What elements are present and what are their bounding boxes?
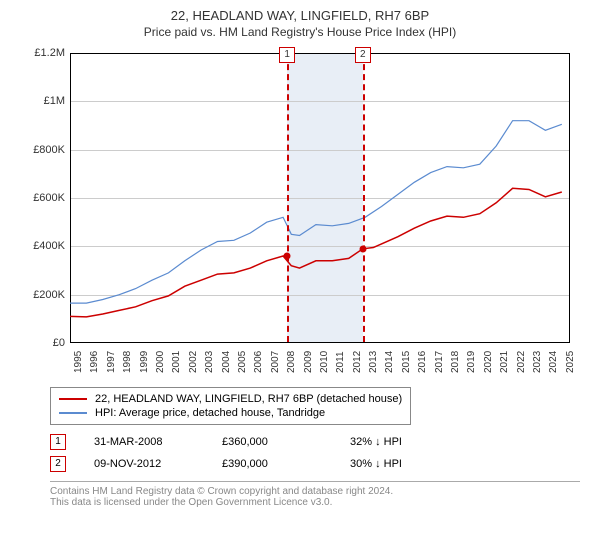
event-marker-icon: 1	[50, 434, 66, 450]
xtick-label: 2020	[483, 351, 494, 373]
marker-line	[363, 54, 365, 342]
ytick-label: £400K	[20, 240, 65, 252]
footer-line: Contains HM Land Registry data © Crown c…	[50, 486, 580, 497]
marker-box-icon: 1	[279, 47, 295, 63]
footer: Contains HM Land Registry data © Crown c…	[50, 481, 580, 508]
marker-dot	[284, 253, 291, 260]
events-table: 1 31-MAR-2008 £360,000 32% ↓ HPI 2 09-NO…	[50, 431, 580, 475]
event-price: £390,000	[222, 458, 322, 470]
xtick-label: 2013	[368, 351, 379, 373]
ytick-label: £200K	[20, 289, 65, 301]
xtick-label: 2004	[221, 351, 232, 373]
xtick-label: 2012	[352, 351, 363, 373]
ytick-label: £800K	[20, 144, 65, 156]
xtick-label: 2001	[171, 351, 182, 373]
xtick-label: 2019	[466, 351, 477, 373]
xtick-label: 2006	[253, 351, 264, 373]
legend-label: HPI: Average price, detached house, Tand…	[95, 407, 325, 419]
xtick-label: 2009	[303, 351, 314, 373]
ytick-label: £1.2M	[20, 47, 65, 59]
marker-line	[287, 54, 289, 342]
xtick-label: 2015	[401, 351, 412, 373]
event-row: 2 09-NOV-2012 £390,000 30% ↓ HPI	[50, 453, 580, 475]
legend-swatch	[59, 412, 87, 414]
xtick-label: 1996	[89, 351, 100, 373]
event-row: 1 31-MAR-2008 £360,000 32% ↓ HPI	[50, 431, 580, 453]
marker-dot	[359, 245, 366, 252]
event-date: 31-MAR-2008	[94, 436, 194, 448]
xtick-label: 2003	[204, 351, 215, 373]
chart-lines	[70, 53, 570, 343]
event-marker-icon: 2	[50, 456, 66, 472]
xtick-label: 1997	[106, 351, 117, 373]
footer-line: This data is licensed under the Open Gov…	[50, 497, 580, 508]
xtick-label: 1998	[122, 351, 133, 373]
xtick-label: 1999	[139, 351, 150, 373]
xtick-label: 2005	[237, 351, 248, 373]
ytick-label: £0	[20, 337, 65, 349]
xtick-label: 2000	[155, 351, 166, 373]
xtick-label: 2011	[335, 351, 346, 373]
xtick-label: 2022	[516, 351, 527, 373]
xtick-label: 2018	[450, 351, 461, 373]
legend-item: HPI: Average price, detached house, Tand…	[59, 406, 402, 420]
xtick-label: 2017	[434, 351, 445, 373]
series-hpi	[70, 121, 562, 303]
legend-label: 22, HEADLAND WAY, LINGFIELD, RH7 6BP (de…	[95, 393, 402, 405]
ytick-label: £600K	[20, 192, 65, 204]
chart-area: 1 2 £0 £200K £400K £600K £800K £1M £1.2M 1995 19…	[20, 43, 580, 383]
xtick-label: 2014	[384, 351, 395, 373]
legend: 22, HEADLAND WAY, LINGFIELD, RH7 6BP (de…	[50, 387, 411, 425]
legend-swatch	[59, 398, 87, 400]
series-property	[70, 188, 562, 317]
xtick-label: 2008	[286, 351, 297, 373]
xtick-label: 1995	[73, 351, 84, 373]
marker-box-icon: 2	[355, 47, 371, 63]
ytick-label: £1M	[20, 95, 65, 107]
xtick-label: 2016	[417, 351, 428, 373]
xtick-label: 2025	[565, 351, 576, 373]
xtick-label: 2021	[499, 351, 510, 373]
xtick-label: 2023	[532, 351, 543, 373]
chart-title-block: 22, HEADLAND WAY, LINGFIELD, RH7 6BP Pri…	[0, 0, 600, 43]
xtick-label: 2024	[548, 351, 559, 373]
event-delta: 30% ↓ HPI	[350, 458, 450, 470]
event-delta: 32% ↓ HPI	[350, 436, 450, 448]
xtick-label: 2010	[319, 351, 330, 373]
xtick-label: 2002	[188, 351, 199, 373]
event-date: 09-NOV-2012	[94, 458, 194, 470]
chart-title: 22, HEADLAND WAY, LINGFIELD, RH7 6BP	[0, 8, 600, 23]
chart-subtitle: Price paid vs. HM Land Registry's House …	[0, 25, 600, 39]
xtick-label: 2007	[270, 351, 281, 373]
event-price: £360,000	[222, 436, 322, 448]
legend-item: 22, HEADLAND WAY, LINGFIELD, RH7 6BP (de…	[59, 392, 402, 406]
